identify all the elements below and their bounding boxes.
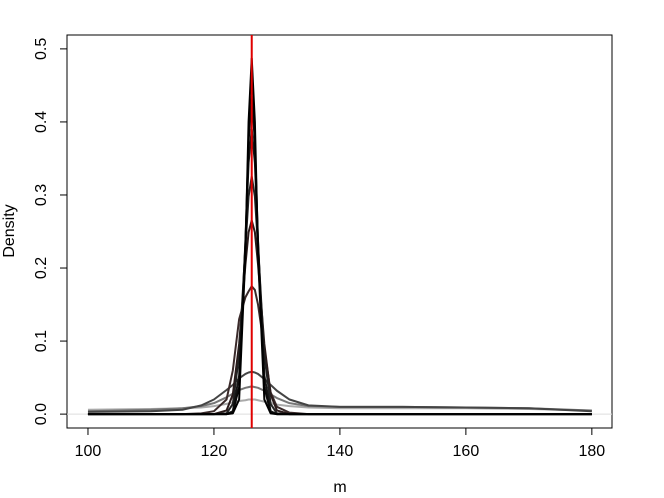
x-axis-label: m xyxy=(333,479,346,496)
x-tick-label: 100 xyxy=(75,443,102,460)
plot-frame xyxy=(66,34,613,429)
x-tick-label: 160 xyxy=(453,443,480,460)
density-line xyxy=(87,175,592,416)
density-line xyxy=(87,285,592,416)
y-axis-label: Density xyxy=(1,204,18,257)
x-tick-label: 180 xyxy=(578,443,605,460)
density-line xyxy=(87,95,592,416)
density-line xyxy=(87,219,592,416)
y-tick-label: 0.2 xyxy=(33,257,50,279)
density-line xyxy=(87,128,592,416)
y-tick-label: 0.1 xyxy=(33,330,50,352)
density-line xyxy=(87,398,592,412)
density-line xyxy=(87,57,592,416)
y-tick-label: 0.0 xyxy=(33,403,50,425)
y-tick-label: 0.3 xyxy=(33,184,50,206)
y-tick-label: 0.5 xyxy=(33,38,50,60)
y-tick-label: 0.4 xyxy=(33,111,50,133)
x-tick-label: 120 xyxy=(201,443,228,460)
density-line xyxy=(87,370,592,413)
x-tick-label: 140 xyxy=(327,443,354,460)
